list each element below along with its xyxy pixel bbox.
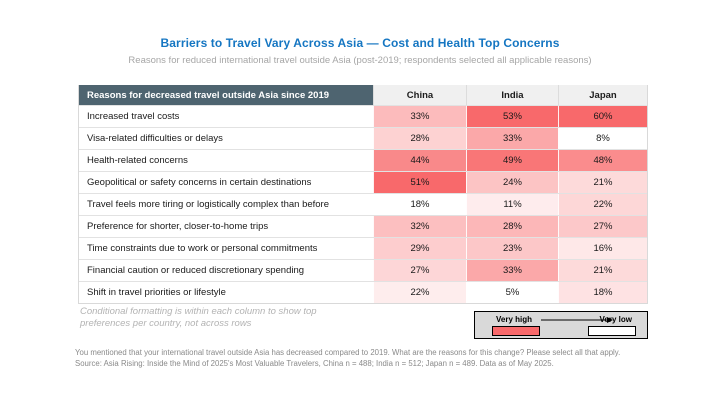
heatmap-cell: 5% <box>466 282 558 303</box>
heatmap-cell: 48% <box>558 150 647 171</box>
heatmap-table: Reasons for decreased travel outside Asi… <box>78 85 648 304</box>
table-body: Increased travel costs 33% 53% 60% Visa-rela… <box>79 105 647 303</box>
survey-question-footnote: You mentioned that your international tr… <box>75 348 621 357</box>
table-row: Increased travel costs 33% 53% 60% <box>79 105 647 127</box>
row-label: Shift in travel priorities or lifestyle <box>79 282 373 303</box>
row-header-cell: Reasons for decreased travel outside Asi… <box>79 85 373 105</box>
heatmap-cell: 33% <box>466 260 558 281</box>
legend-arrow-icon <box>541 317 613 323</box>
heatmap-cell: 28% <box>373 128 466 149</box>
heatmap-cell: 49% <box>466 150 558 171</box>
heatmap-cell: 18% <box>558 282 647 303</box>
heatmap-cell: 27% <box>558 216 647 237</box>
heatmap-cell: 22% <box>373 282 466 303</box>
heatmap-cell: 33% <box>466 128 558 149</box>
heatmap-cell: 21% <box>558 260 647 281</box>
table-header-row: Reasons for decreased travel outside Asi… <box>79 85 647 105</box>
column-header-india: India <box>466 85 558 105</box>
table-row: Visa-related difficulties or delays 28% 33… <box>79 127 647 149</box>
heatmap-cell: 22% <box>558 194 647 215</box>
table-row: Financial caution or reduced discretiona… <box>79 259 647 281</box>
table-row: Preference for shorter, closer-to-home t… <box>79 215 647 237</box>
legend-very-low-label: Very low <box>599 315 632 324</box>
column-header-japan: Japan <box>558 85 647 105</box>
table-row: Health-related concerns 44% 49% 48% <box>79 149 647 171</box>
column-header-china: China <box>373 85 466 105</box>
row-label: Increased travel costs <box>79 106 373 127</box>
heatmap-cell: 44% <box>373 150 466 171</box>
row-label: Health-related concerns <box>79 150 373 171</box>
row-label: Time constraints due to work or personal… <box>79 238 373 259</box>
heatmap-cell: 60% <box>558 106 647 127</box>
row-label: Financial caution or reduced discretiona… <box>79 260 373 281</box>
table-row: Travel feels more tiring or logistically… <box>79 193 647 215</box>
color-scale-legend: Very high Very low <box>474 311 648 339</box>
heatmap-cell: 11% <box>466 194 558 215</box>
row-label: Travel feels more tiring or logistically… <box>79 194 373 215</box>
heatmap-cell: 28% <box>466 216 558 237</box>
heatmap-cell: 24% <box>466 172 558 193</box>
heatmap-cell: 32% <box>373 216 466 237</box>
heatmap-cell: 51% <box>373 172 466 193</box>
legend-low-swatch <box>588 326 636 336</box>
page-title: Barriers to Travel Vary Across Asia — Co… <box>160 36 560 50</box>
table-row: Shift in travel priorities or lifestyle 2… <box>79 281 647 303</box>
conditional-formatting-note: Conditional formatting is within each co… <box>80 306 317 329</box>
table-row: Geopolitical or safety concerns in certa… <box>79 171 647 193</box>
heatmap-cell: 21% <box>558 172 647 193</box>
row-label: Geopolitical or safety concerns in certa… <box>79 172 373 193</box>
heatmap-cell: 53% <box>466 106 558 127</box>
heatmap-cell: 18% <box>373 194 466 215</box>
heatmap-cell: 29% <box>373 238 466 259</box>
row-label: Preference for shorter, closer-to-home t… <box>79 216 373 237</box>
legend-high-swatch <box>492 326 540 336</box>
subtitle: Reasons for reduced international travel… <box>128 55 592 66</box>
heatmap-cell: 8% <box>558 128 647 149</box>
heatmap-cell: 33% <box>373 106 466 127</box>
legend-very-high-label: Very high <box>496 315 533 324</box>
table-row: Time constraints due to work or personal… <box>79 237 647 259</box>
row-label: Visa-related difficulties or delays <box>79 128 373 149</box>
heatmap-cell: 27% <box>373 260 466 281</box>
heatmap-cell: 16% <box>558 238 647 259</box>
heatmap-cell: 23% <box>466 238 558 259</box>
source-footnote: Source: Asia Rising: Inside the Mind of … <box>75 359 554 368</box>
